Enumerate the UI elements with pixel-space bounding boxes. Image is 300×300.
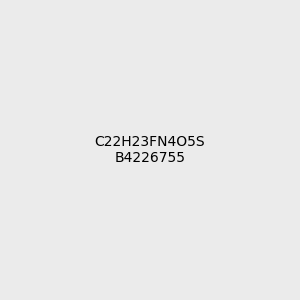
Text: C22H23FN4O5S
B4226755: C22H23FN4O5S B4226755: [95, 135, 205, 165]
